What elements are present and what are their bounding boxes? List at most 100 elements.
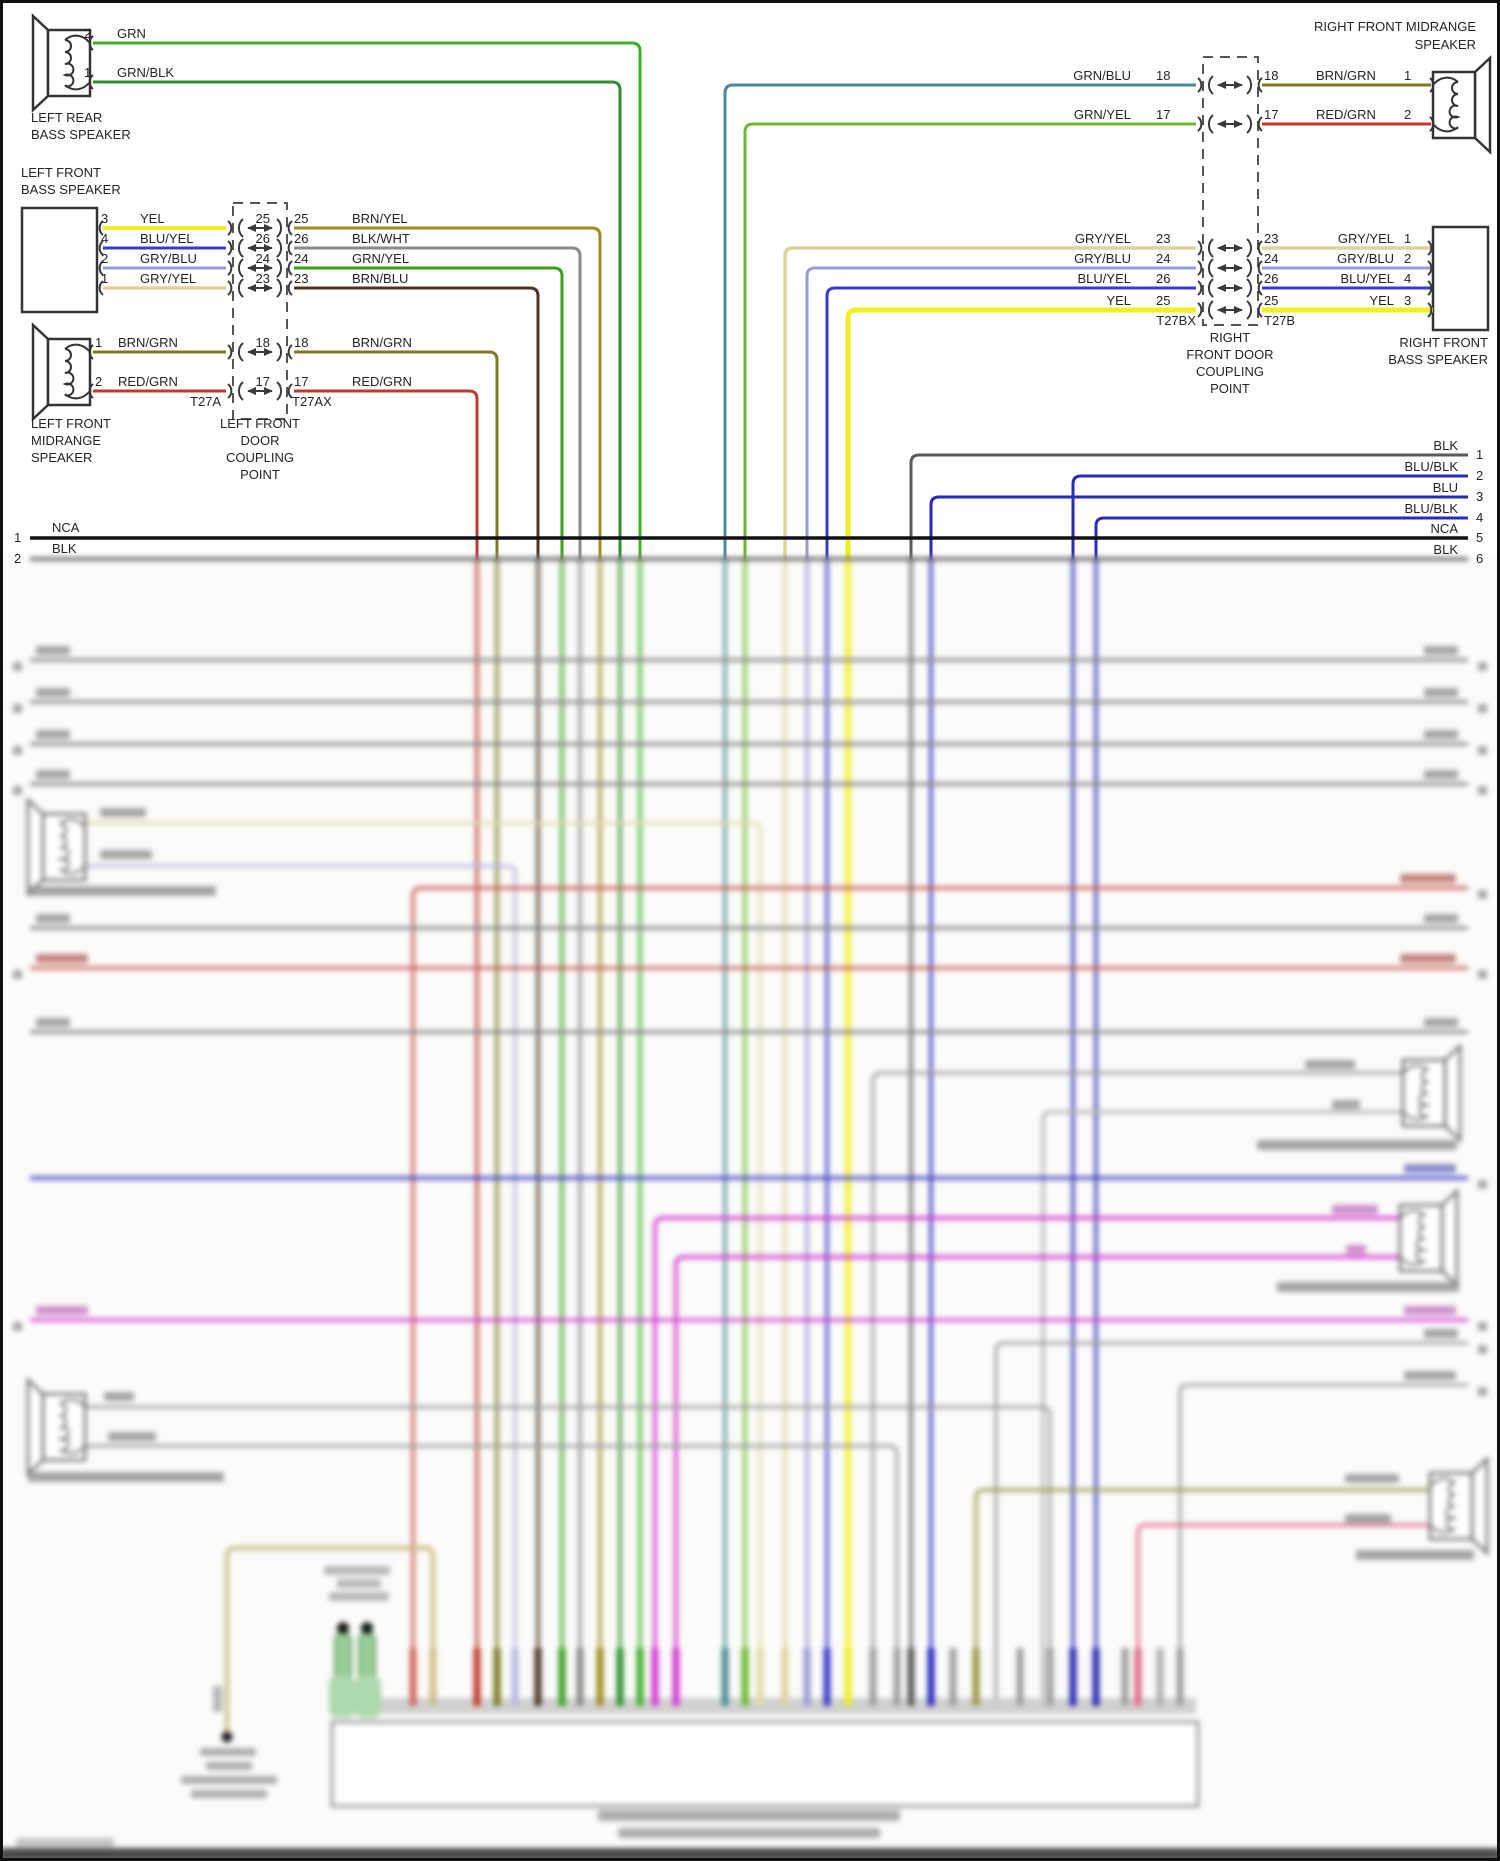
coupling-pin: 17	[1156, 107, 1171, 122]
left-coupling-connectors	[227, 218, 293, 401]
ground-symbol	[213, 1686, 233, 1743]
wire-label: NCA	[52, 520, 80, 535]
coupling-pin: 26	[294, 231, 309, 246]
coupling-title: DOOR	[240, 433, 280, 448]
pin-number: 1	[101, 271, 109, 286]
right-coupling-connectors	[1197, 75, 1263, 320]
wire-grn-blk	[93, 80, 622, 560]
left-front-midrange-speaker-icon	[31, 323, 95, 421]
pin-number: 5	[1476, 530, 1484, 545]
wiring-blur-layer	[0, 556, 1500, 1861]
coupling-pin: 24	[1264, 251, 1279, 266]
pin-number: 3	[101, 211, 109, 226]
coupling-pin: 23	[1156, 231, 1171, 246]
pin-number: 4	[1404, 271, 1412, 286]
wire-label: GRN/YEL	[1073, 107, 1131, 122]
wires-right-front-mid	[723, 83, 1431, 560]
coupling-pin: 23	[294, 271, 309, 286]
wire-label: YEL	[1106, 293, 1131, 308]
speaker-title: LEFT FRONT	[21, 165, 101, 180]
wire-label: BRN/GRN	[1316, 68, 1376, 83]
pin-number: 2	[84, 26, 92, 41]
amplifier-module-box	[330, 1720, 1200, 1808]
coupling-pin: 24	[1156, 251, 1171, 266]
coupling-pin: 25	[1264, 293, 1279, 308]
right-front-midrange-speaker-icon	[1428, 56, 1492, 154]
speaker-title: RIGHT FRONT MIDRANGE	[1313, 19, 1476, 34]
coupling-title: RIGHT	[1209, 330, 1251, 345]
inline-connector	[329, 1622, 381, 1718]
coupling-pin: 26	[1264, 271, 1279, 286]
coupling-title: COUPLING	[226, 450, 294, 465]
wire-label: RED/GRN	[1316, 107, 1376, 122]
wire-label: BRN/GRN	[352, 335, 412, 350]
wires-right-edge	[30, 453, 1468, 560]
wire-label: BLK/WHT	[352, 231, 410, 246]
wire-label: GRN/YEL	[352, 251, 410, 266]
vertical-wire-runs	[475, 556, 1098, 1706]
blurred-label-smudges	[13, 646, 1487, 1847]
wire-label: NCA	[1430, 521, 1458, 536]
pin-number: 1	[1404, 68, 1412, 83]
speaker-terminal-arcs	[98, 220, 1433, 318]
blurred-horizontal-wires	[30, 557, 1468, 1732]
coupling-pin: 24	[255, 251, 270, 266]
coupling-pin: 23	[255, 271, 270, 286]
wire-label: BLU	[1432, 480, 1458, 495]
wire-label: BRN/YEL	[352, 211, 408, 226]
pin-number: 1	[1476, 447, 1484, 462]
wire-label: YEL	[1369, 293, 1394, 308]
coupling-pin: 17	[255, 374, 270, 389]
bottom-border-bar	[0, 1848, 1500, 1861]
blurred-lower-section	[0, 556, 1500, 1861]
wire-label: GRY/YEL	[1074, 231, 1131, 246]
pin-number: 2	[1476, 468, 1484, 483]
right-door-coupling-box	[1202, 56, 1259, 326]
pin-number: 2	[1404, 107, 1412, 122]
wire-label: BLU/BLK	[1404, 501, 1458, 516]
pin-number: 3	[1476, 489, 1484, 504]
pin-number: 2	[95, 374, 103, 389]
coupling-pin: 18	[294, 335, 309, 350]
wire-label: GRY/YEL	[140, 271, 197, 286]
coupling-pin: 17	[1264, 107, 1279, 122]
speaker-title: BASS SPEAKER	[1388, 352, 1488, 367]
wire-label: BLU/YEL	[1340, 271, 1394, 286]
pin-number: 1	[14, 530, 22, 545]
wire-label: GRY/BLU	[1074, 251, 1131, 266]
coupling-pin: 23	[1264, 231, 1279, 246]
pin-number: 2	[1404, 251, 1412, 266]
pin-number: 6	[1476, 551, 1484, 566]
coupling-title: FRONT DOOR	[1186, 347, 1274, 362]
wires-left-front-bass-in	[103, 226, 226, 290]
wire-label: BRN/BLU	[352, 271, 409, 286]
pin-number: 1	[84, 65, 92, 80]
pin-number: 4	[101, 231, 109, 246]
right-front-bass-speaker-box	[1431, 225, 1490, 332]
coupling-pin: 25	[1156, 293, 1171, 308]
wire-label: YEL	[140, 211, 165, 226]
coupling-code: T27AX	[292, 394, 332, 409]
module-connector-pins	[336, 1648, 1196, 1714]
coupling-pin: 26	[1156, 271, 1171, 286]
pin-number: 3	[1404, 293, 1412, 308]
speaker-title: MIDRANGE	[31, 433, 102, 448]
wire-label: RED/GRN	[118, 374, 178, 389]
coupling-code: T27A	[190, 394, 222, 409]
pin-number: 1	[1404, 231, 1412, 246]
wire-label: BRN/GRN	[118, 335, 178, 350]
left-front-bass-speaker-box	[20, 206, 99, 314]
coupling-pin: 18	[255, 335, 270, 350]
coupling-title: LEFT FRONT	[220, 416, 300, 431]
wire-label: BLK	[1433, 542, 1458, 557]
speaker-title: LEFT FRONT	[31, 416, 111, 431]
wire-label: GRY/YEL	[1337, 231, 1394, 246]
coupling-pin: 17	[294, 374, 309, 389]
speaker-title: BASS SPEAKER	[31, 127, 131, 142]
coupling-code: T27BX	[1156, 313, 1196, 328]
wires-left-front-mid	[93, 350, 499, 560]
wires-left-front-bass-out	[294, 226, 602, 560]
pin-number: 4	[1476, 510, 1484, 525]
wire-grn	[93, 41, 642, 560]
